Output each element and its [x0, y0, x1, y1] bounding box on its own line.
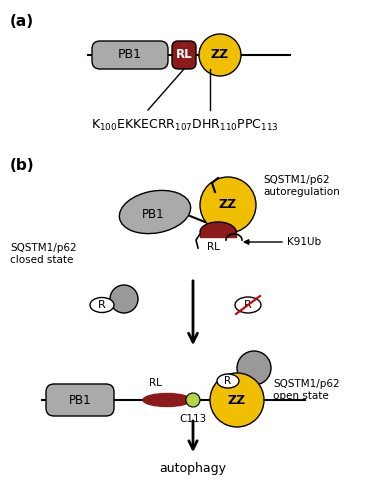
Text: K$_{100}$EKKECRR$_{107}$DHR$_{110}$PPC$_{113}$: K$_{100}$EKKECRR$_{107}$DHR$_{110}$PPC$_… — [91, 118, 279, 133]
Text: K91Ub: K91Ub — [287, 237, 321, 247]
FancyBboxPatch shape — [46, 384, 114, 416]
Text: (a): (a) — [10, 14, 34, 29]
Text: RL: RL — [207, 242, 219, 252]
Ellipse shape — [235, 297, 261, 313]
Text: SQSTM1/p62
autoregulation: SQSTM1/p62 autoregulation — [263, 175, 340, 197]
Text: RL: RL — [148, 378, 161, 388]
Text: R: R — [98, 300, 106, 310]
Text: R: R — [244, 300, 252, 310]
Text: RL: RL — [176, 48, 192, 62]
Circle shape — [237, 351, 271, 385]
Circle shape — [210, 373, 264, 427]
Text: ZZ: ZZ — [219, 198, 237, 211]
Ellipse shape — [217, 374, 239, 388]
Text: PB1: PB1 — [142, 208, 164, 220]
Text: R: R — [224, 376, 232, 386]
Circle shape — [110, 285, 138, 313]
Text: SQSTM1/p62
open state: SQSTM1/p62 open state — [273, 379, 339, 401]
Text: SQSTM1/p62
closed state: SQSTM1/p62 closed state — [10, 243, 77, 264]
Ellipse shape — [119, 190, 191, 234]
Circle shape — [186, 393, 200, 407]
Text: ZZ: ZZ — [228, 394, 246, 406]
FancyBboxPatch shape — [92, 41, 168, 69]
Text: PB1: PB1 — [118, 48, 142, 62]
Text: (b): (b) — [10, 158, 35, 173]
Text: C113: C113 — [179, 414, 207, 424]
Circle shape — [199, 34, 241, 76]
Text: autophagy: autophagy — [160, 462, 227, 475]
FancyBboxPatch shape — [172, 41, 196, 69]
Ellipse shape — [90, 298, 114, 312]
Text: PB1: PB1 — [69, 394, 91, 406]
Ellipse shape — [143, 394, 191, 406]
Circle shape — [200, 177, 256, 233]
Text: ZZ: ZZ — [211, 48, 229, 62]
